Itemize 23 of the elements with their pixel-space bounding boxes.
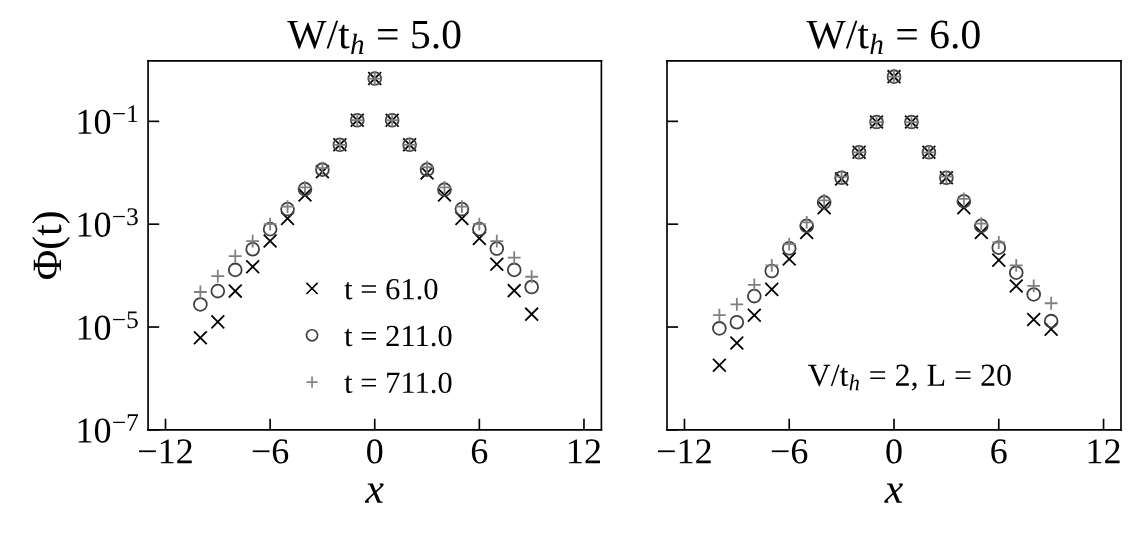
legend-label: t = 61.0 bbox=[344, 278, 438, 300]
x-tick-label: −12 bbox=[658, 439, 711, 464]
x-axis-title: x bbox=[884, 483, 903, 503]
x-tick-label: 6 bbox=[471, 439, 488, 464]
y-tick-label: 10$^{−1}$ bbox=[78, 105, 138, 134]
x-tick-label: 12 bbox=[569, 439, 601, 464]
x-tick-label: 0 bbox=[367, 439, 383, 464]
x-tick-label: 12 bbox=[1088, 439, 1120, 464]
chart-title: W/t$_{h}$ = 6.0 bbox=[806, 20, 980, 54]
y-tick-label: 10$^{−5}$ bbox=[78, 311, 138, 340]
x-tick-label: 0 bbox=[886, 439, 902, 464]
x-tick-label: −6 bbox=[252, 439, 289, 464]
annotation: V/t$_{h}$ = 2, L = 20 bbox=[808, 364, 1011, 391]
x-axis-title: x bbox=[364, 483, 384, 503]
chart-title: W/t$_{h}$ = 5.0 bbox=[287, 20, 461, 54]
legend-label: t = 711.0 bbox=[344, 372, 452, 394]
y-tick-label: 10$^{−7}$ bbox=[78, 414, 139, 443]
x-tick-label: −6 bbox=[771, 439, 808, 464]
legend-label: t = 211.0 bbox=[344, 325, 452, 347]
y-axis-title: Φ(t) bbox=[32, 212, 70, 279]
x-tick-label: 6 bbox=[991, 439, 1007, 464]
x-tick-label: −12 bbox=[139, 439, 192, 464]
y-tick-label: 10$^{−3}$ bbox=[78, 208, 138, 237]
